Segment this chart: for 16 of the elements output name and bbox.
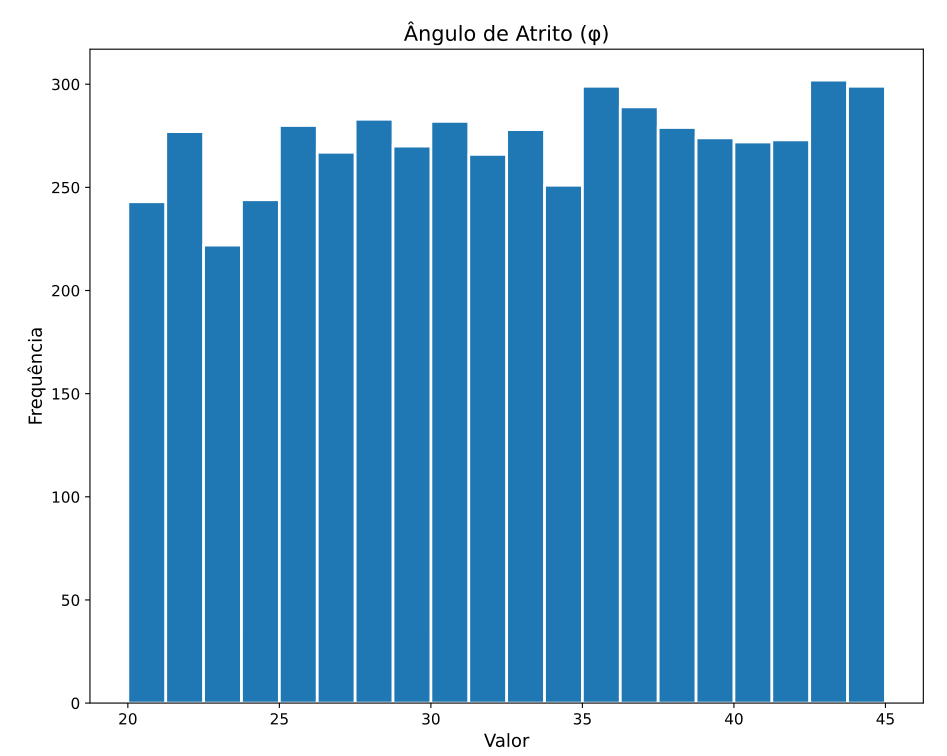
x-tick-label: 30 [422,713,440,725]
x-axis-title: Valor [484,733,530,748]
x-tick-label: 40 [724,713,743,725]
chart-title: Ângulo de Atrito (φ) [404,22,608,46]
y-tick-label: 150 [52,388,80,400]
x-tick-label: 35 [574,713,591,725]
y-tick-label: 0 [72,698,80,710]
y-tick-label: 200 [52,284,80,297]
x-tick-label: 45 [876,713,894,725]
x-tick-label: 25 [270,713,288,725]
y-tick-label: 250 [52,182,80,194]
y-tick-label: 300 [52,78,80,90]
x-tick-label: 20 [119,713,137,725]
y-tick-label: 50 [62,594,80,606]
y-axis-title: Frequência [27,328,46,424]
y-tick-label: 100 [52,491,80,503]
